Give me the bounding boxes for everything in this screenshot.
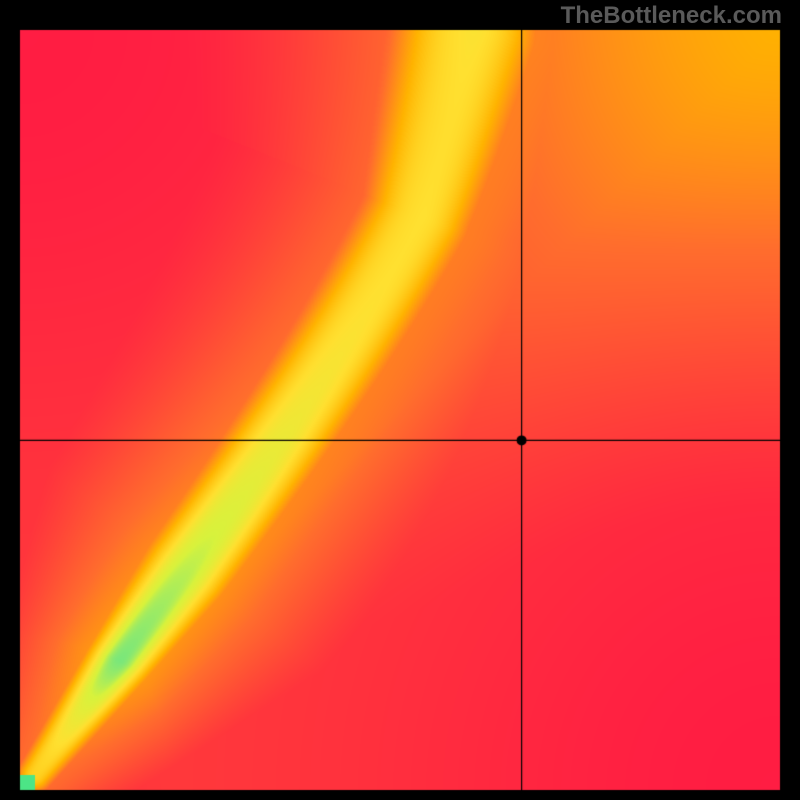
heatmap-canvas	[0, 0, 800, 800]
chart-container: { "canvas": { "width": 800, "height": 80…	[0, 0, 800, 800]
